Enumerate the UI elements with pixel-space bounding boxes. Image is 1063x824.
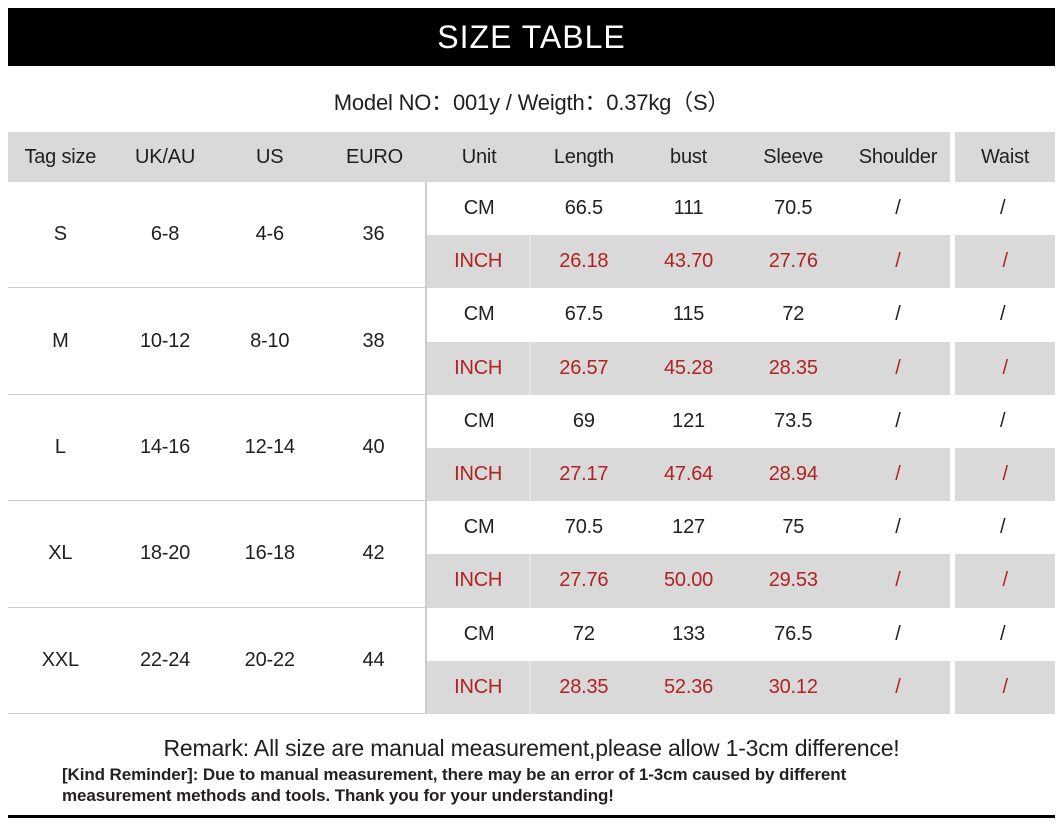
waist-cm: / <box>950 288 1055 342</box>
bust-cm: 111 <box>636 182 741 236</box>
unit-label-inch: INCH <box>426 235 532 289</box>
bust-cm: 133 <box>636 607 741 661</box>
unit-label-cm: CM <box>426 607 532 661</box>
bottom-divider <box>8 815 1055 818</box>
col-header-euro: EURO <box>322 132 427 182</box>
col-header-tag-size: Tag size <box>8 132 113 182</box>
bust-cm: 121 <box>636 394 741 448</box>
length-cm: 72 <box>531 607 637 661</box>
us-value: 12-14 <box>217 394 323 502</box>
sleeve-cm: 70.5 <box>740 182 846 236</box>
us-value: 16-18 <box>217 501 323 608</box>
shoulder-inch: / <box>845 447 951 502</box>
uk-au-value: 22-24 <box>112 607 218 714</box>
size-table: Tag size UK/AU US EURO Unit Length bust … <box>8 132 1055 714</box>
unit-label-cm: CM <box>426 501 532 555</box>
tag-size-value: S <box>8 182 113 289</box>
sleeve-cm: 72 <box>740 288 846 342</box>
bust-cm: 127 <box>636 501 741 555</box>
col-header-shoulder: Shoulder <box>845 132 951 182</box>
unit-label-cm: CM <box>426 182 532 236</box>
sleeve-cm: 76.5 <box>740 607 846 661</box>
title-bar: SIZE TABLE <box>8 8 1055 66</box>
sleeve-cm: 75 <box>740 501 846 555</box>
bust-inch: 45.28 <box>636 341 741 395</box>
shoulder-cm: / <box>845 288 951 342</box>
length-inch: 27.17 <box>531 447 637 502</box>
length-inch: 28.35 <box>531 660 637 714</box>
waist-cm: / <box>950 501 1055 555</box>
waist-inch: / <box>950 341 1055 395</box>
unit-label-inch: INCH <box>426 660 532 714</box>
unit-label-inch: INCH <box>426 341 532 395</box>
col-header-bust: bust <box>636 132 741 182</box>
tag-size-value: L <box>8 394 113 502</box>
col-header-unit: Unit <box>426 132 532 182</box>
euro-value: 42 <box>322 501 427 608</box>
col-header-us: US <box>217 132 323 182</box>
shoulder-inch: / <box>845 660 951 714</box>
bust-inch: 43.70 <box>636 235 741 289</box>
shoulder-cm: / <box>845 182 951 236</box>
shoulder-inch: / <box>845 554 951 608</box>
col-header-length: Length <box>531 132 637 182</box>
tag-size-value: XXL <box>8 607 113 714</box>
length-cm: 70.5 <box>531 501 637 555</box>
kind-reminder-text: [Kind Reminder]: Due to manual measureme… <box>62 765 847 805</box>
length-inch: 26.18 <box>531 235 637 289</box>
waist-cm: / <box>950 607 1055 661</box>
shoulder-cm: / <box>845 501 951 555</box>
length-cm: 69 <box>531 394 637 448</box>
unit-label-cm: CM <box>426 288 532 342</box>
unit-label-inch: INCH <box>426 554 532 608</box>
waist-inch: / <box>950 235 1055 289</box>
bust-inch: 47.64 <box>636 447 741 502</box>
sleeve-inch: 30.12 <box>740 660 846 714</box>
model-info: Model NO：001y / Weigth：0.37kg（S） <box>333 90 730 115</box>
bust-inch: 50.00 <box>636 554 741 608</box>
col-header-sleeve: Sleeve <box>740 132 846 182</box>
waist-cm: / <box>950 182 1055 236</box>
us-value: 4-6 <box>217 182 323 289</box>
uk-au-value: 18-20 <box>112 501 218 608</box>
uk-au-value: 14-16 <box>112 394 218 502</box>
length-cm: 66.5 <box>531 182 637 236</box>
length-inch: 26.57 <box>531 341 637 395</box>
us-value: 8-10 <box>217 288 323 395</box>
sleeve-inch: 29.53 <box>740 554 846 608</box>
euro-value: 44 <box>322 607 427 714</box>
euro-value: 40 <box>322 394 427 502</box>
uk-au-value: 6-8 <box>112 182 218 289</box>
us-value: 20-22 <box>217 607 323 714</box>
sleeve-inch: 28.35 <box>740 341 846 395</box>
sleeve-inch: 28.94 <box>740 447 846 502</box>
shoulder-cm: / <box>845 394 951 448</box>
waist-inch: / <box>950 447 1055 502</box>
waist-inch: / <box>950 660 1055 714</box>
remark-text: Remark: All size are manual measurement,… <box>163 734 900 761</box>
unit-label-inch: INCH <box>426 447 532 502</box>
euro-value: 38 <box>322 288 427 395</box>
page-title: SIZE TABLE <box>437 18 626 55</box>
waist-inch: / <box>950 554 1055 608</box>
bust-inch: 52.36 <box>636 660 741 714</box>
shoulder-inch: / <box>845 235 951 289</box>
length-inch: 27.76 <box>531 554 637 608</box>
uk-au-value: 10-12 <box>112 288 218 395</box>
shoulder-inch: / <box>845 341 951 395</box>
shoulder-cm: / <box>845 607 951 661</box>
bust-cm: 115 <box>636 288 741 342</box>
waist-cm: / <box>950 394 1055 448</box>
euro-value: 36 <box>322 182 427 289</box>
sleeve-cm: 73.5 <box>740 394 846 448</box>
col-header-uk-au: UK/AU <box>112 132 218 182</box>
length-cm: 67.5 <box>531 288 637 342</box>
tag-size-value: M <box>8 288 113 395</box>
col-header-waist: Waist <box>950 132 1055 182</box>
tag-size-value: XL <box>8 501 113 608</box>
sleeve-inch: 27.76 <box>740 235 846 289</box>
unit-label-cm: CM <box>426 394 532 448</box>
